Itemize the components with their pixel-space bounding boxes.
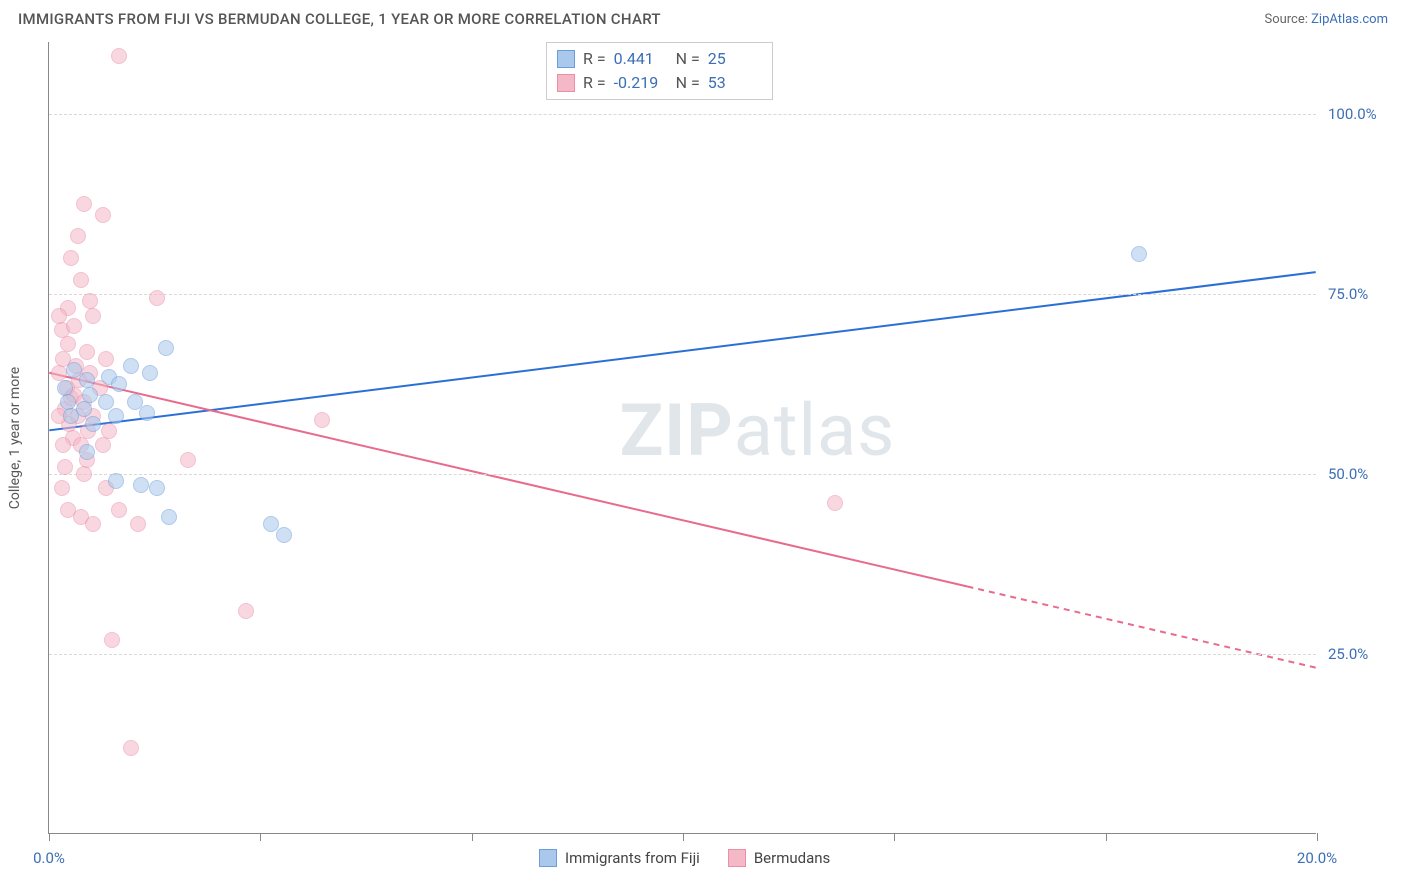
- bermudans-point: [85, 516, 101, 532]
- legend-item-bermudans: Bermudans: [728, 849, 830, 867]
- bermudans-point: [66, 318, 82, 334]
- fiji-regression-line: [49, 272, 1315, 430]
- y-tick-label: 25.0%: [1328, 645, 1398, 663]
- fiji-point: [149, 480, 165, 496]
- gridline-h: [49, 654, 1316, 655]
- x-tick: [1106, 833, 1107, 841]
- fiji-point: [76, 401, 92, 417]
- legend-label: Bermudans: [754, 849, 830, 867]
- chart-plot-area: College, 1 year or more 25.0%50.0%75.0%1…: [48, 42, 1316, 834]
- fiji-point: [79, 372, 95, 388]
- bermudans-point: [314, 412, 330, 428]
- bermudans-point: [149, 290, 165, 306]
- bermudans-point: [95, 207, 111, 223]
- bermudans-point: [180, 452, 196, 468]
- x-tick: [683, 833, 684, 841]
- x-tick: [1317, 833, 1318, 841]
- legend-row-fiji: R = 0.441 N = 25: [557, 47, 762, 71]
- bermudans-point: [55, 437, 71, 453]
- legend-r-label: R =: [583, 47, 606, 71]
- fiji-point: [111, 376, 127, 392]
- x-tick: [472, 833, 473, 841]
- gridline-h: [49, 294, 1316, 295]
- fiji-point: [276, 527, 292, 543]
- bermudans-point: [827, 495, 843, 511]
- fiji-point: [98, 394, 114, 410]
- legend-label: Immigrants from Fiji: [565, 849, 700, 867]
- fiji-point: [108, 408, 124, 424]
- bermudans-point: [111, 48, 127, 64]
- fiji-point: [158, 340, 174, 356]
- source-credit: Source: ZipAtlas.com: [1264, 12, 1388, 27]
- legend-row-bermudans: R = -0.219 N = 53: [557, 71, 762, 95]
- fiji-point: [1131, 246, 1147, 262]
- y-tick-label: 100.0%: [1328, 105, 1398, 123]
- bermudans-point: [76, 196, 92, 212]
- legend-swatch: [728, 849, 746, 867]
- fiji-point: [139, 405, 155, 421]
- fiji-point: [142, 365, 158, 381]
- x-tick-label: 20.0%: [1297, 849, 1337, 867]
- bermudans-point: [111, 502, 127, 518]
- chart-title: IMMIGRANTS FROM FIJI VS BERMUDAN COLLEGE…: [18, 10, 661, 28]
- y-tick-label: 50.0%: [1328, 465, 1398, 483]
- bermudans-point: [76, 466, 92, 482]
- bermudans-point: [73, 272, 89, 288]
- bermudans-point: [98, 351, 114, 367]
- bermudans-point: [54, 480, 70, 496]
- bermudans-point: [60, 336, 76, 352]
- x-tick: [894, 833, 895, 841]
- y-axis-label: College, 1 year or more: [7, 366, 23, 508]
- legend-swatch: [539, 849, 557, 867]
- series-legend: Immigrants from Fiji Bermudans: [539, 849, 830, 867]
- correlation-legend: R = 0.441 N = 25 R = -0.219 N = 53: [546, 42, 773, 100]
- bermudans-point: [70, 228, 86, 244]
- legend-r-value: 0.441: [614, 47, 668, 71]
- fiji-point: [60, 394, 76, 410]
- source-prefix: Source:: [1264, 12, 1311, 27]
- bermudans-point: [57, 459, 73, 475]
- bermudans-point: [51, 308, 67, 324]
- gridline-h: [49, 474, 1316, 475]
- fiji-point: [82, 387, 98, 403]
- bermudans-point: [85, 308, 101, 324]
- regression-lines-layer: [49, 42, 1316, 833]
- bermudans-point: [123, 740, 139, 756]
- y-tick-label: 75.0%: [1328, 285, 1398, 303]
- legend-r-label: R =: [583, 71, 606, 95]
- legend-swatch: [557, 50, 575, 68]
- fiji-point: [133, 477, 149, 493]
- x-tick: [49, 833, 50, 841]
- fiji-point: [161, 509, 177, 525]
- fiji-point: [57, 380, 73, 396]
- source-link[interactable]: ZipAtlas.com: [1311, 12, 1388, 27]
- bermudans-point: [130, 516, 146, 532]
- bermudans-regression-line: [49, 373, 967, 587]
- bermudans-point: [79, 344, 95, 360]
- x-tick: [260, 833, 261, 841]
- legend-n-label: N =: [676, 71, 700, 95]
- bermudans-point: [82, 293, 98, 309]
- fiji-point: [85, 416, 101, 432]
- legend-swatch: [557, 74, 575, 92]
- fiji-point: [263, 516, 279, 532]
- bermudans-point: [104, 632, 120, 648]
- watermark: ZIPatlas: [620, 388, 896, 473]
- fiji-point: [108, 473, 124, 489]
- legend-n-label: N =: [676, 47, 700, 71]
- bermudans-point: [101, 423, 117, 439]
- legend-r-value: -0.219: [614, 71, 668, 95]
- fiji-point: [123, 358, 139, 374]
- legend-item-fiji: Immigrants from Fiji: [539, 849, 700, 867]
- legend-n-value: 53: [708, 71, 762, 95]
- gridline-h: [49, 114, 1316, 115]
- legend-n-value: 25: [708, 47, 762, 71]
- bermudans-point: [238, 603, 254, 619]
- bermudans-point: [63, 250, 79, 266]
- fiji-point: [79, 444, 95, 460]
- bermudans-regression-line-dashed: [967, 587, 1315, 668]
- bermudans-point: [95, 437, 111, 453]
- x-tick-label: 0.0%: [33, 849, 65, 867]
